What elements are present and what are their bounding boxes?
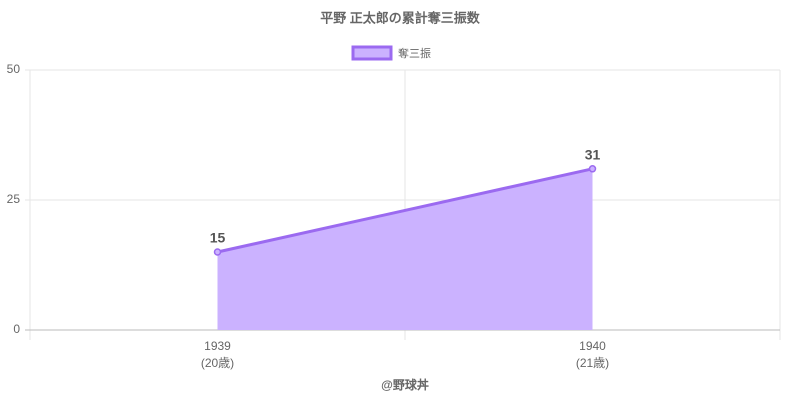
x-tick-label: 1940 [579,339,606,353]
point [588,165,597,173]
value-label: 31 [585,147,601,163]
x-tick-sublabel: (20歳) [201,356,234,370]
chart-title: 平野 正太郎の累計奪三振数 [320,10,481,25]
x-tick-label: 1939 [204,339,231,353]
value-label: 15 [210,230,226,246]
legend-label: 奪三振 [398,46,431,60]
line [217,167,593,254]
area [217,168,593,330]
x-axis-title: @野球丼 [381,377,429,392]
y-tick-label: 25 [7,192,21,206]
point [213,248,222,256]
x-tick-sublabel: (21歳) [576,356,609,370]
y-tick-label: 50 [7,62,21,76]
y-tick-label: 0 [13,322,20,336]
legend-swatch [351,45,393,61]
